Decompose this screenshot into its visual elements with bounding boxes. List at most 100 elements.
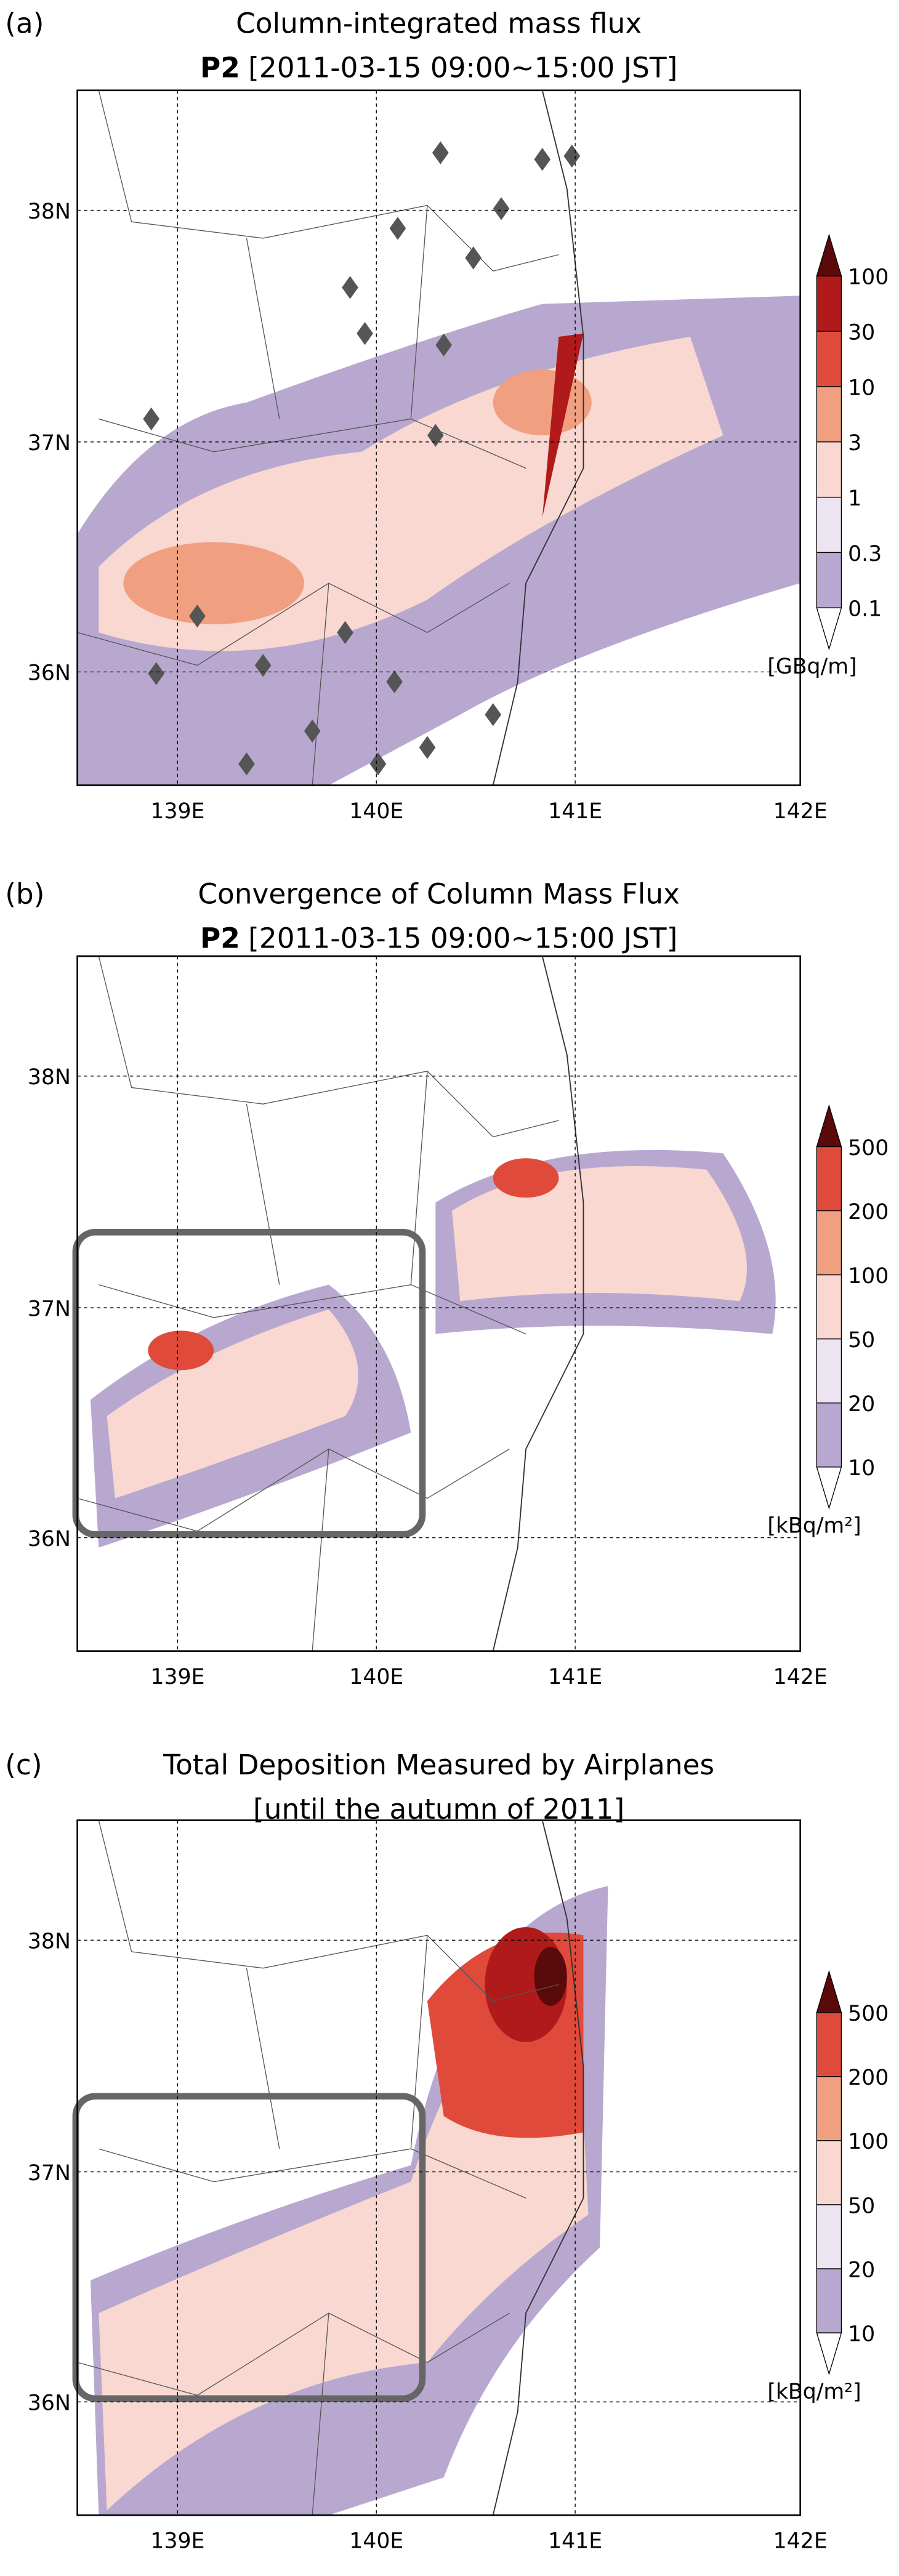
colorbar-box bbox=[816, 441, 842, 498]
map-area bbox=[77, 90, 800, 786]
map-area bbox=[77, 1820, 608, 2516]
x-tick-label: 141E bbox=[548, 2529, 602, 2554]
colorbar-top bbox=[816, 233, 842, 276]
y-tick-label: 38N bbox=[28, 1930, 71, 1954]
y-tick-label: 37N bbox=[28, 1297, 71, 1321]
colorbar-unit: [GBq/m] bbox=[767, 654, 857, 679]
x-tick-label: 142E bbox=[773, 799, 828, 824]
x-tick-label: 140E bbox=[349, 2529, 403, 2554]
shade bbox=[534, 1947, 567, 2006]
colorbar-box bbox=[816, 1210, 842, 1276]
colorbar-unit: [kBq/m²] bbox=[767, 1514, 861, 1539]
border bbox=[77, 90, 559, 786]
station bbox=[419, 736, 436, 759]
colorbar-top bbox=[816, 1970, 842, 2013]
station bbox=[493, 197, 510, 220]
highlight-box bbox=[72, 1228, 426, 1538]
station bbox=[143, 407, 160, 431]
frame bbox=[76, 1819, 802, 2516]
colorbar-box bbox=[816, 2012, 842, 2077]
panel-label: (b) bbox=[5, 878, 44, 911]
y-tick-label: 37N bbox=[28, 431, 71, 456]
shade bbox=[452, 1165, 747, 1302]
colorbar-label: 100 bbox=[848, 265, 889, 290]
colorbar-label: 50 bbox=[848, 2194, 875, 2218]
panel-label: (a) bbox=[5, 7, 44, 39]
colorbar-label: 0.1 bbox=[848, 597, 882, 622]
x-tick-label: 139E bbox=[150, 2529, 204, 2554]
colorbar-label: 200 bbox=[848, 1200, 889, 1225]
colorbar-box bbox=[816, 386, 842, 443]
station bbox=[563, 144, 581, 168]
y-tick-label: 36N bbox=[28, 2391, 71, 2415]
station bbox=[432, 141, 449, 164]
colorbar-unit: [kBq/m²] bbox=[767, 2380, 861, 2404]
shade bbox=[148, 1330, 214, 1371]
x-tick-label: 141E bbox=[548, 1665, 602, 1689]
colorbar-box bbox=[816, 2140, 842, 2205]
colorbar-box bbox=[816, 1146, 842, 1212]
panel-title: Column-integrated mass flux bbox=[236, 7, 642, 39]
x-tick-label: 140E bbox=[349, 1665, 403, 1689]
colorbar-label: 3 bbox=[848, 431, 861, 456]
shade bbox=[123, 542, 304, 624]
station bbox=[389, 217, 406, 240]
panel-subtitle: P2 [2011-03-15 09:00~15:00 JST] bbox=[200, 922, 677, 955]
y-tick-label: 38N bbox=[28, 1065, 71, 1090]
station bbox=[342, 276, 358, 299]
colorbar-box bbox=[816, 331, 842, 387]
colorbar-label: 10 bbox=[848, 2322, 875, 2346]
colorbar-label: 10 bbox=[848, 1456, 875, 1481]
colorbar-label: 20 bbox=[848, 2258, 875, 2282]
colorbar-box bbox=[816, 552, 842, 608]
station bbox=[238, 752, 255, 776]
x-tick-label: 139E bbox=[150, 799, 204, 824]
subtitle-text: [2011-03-15 09:00~15:00 JST] bbox=[248, 51, 677, 84]
colorbar-top bbox=[816, 1104, 842, 1148]
map-area bbox=[77, 956, 776, 1651]
colorbar-bottom bbox=[816, 2332, 842, 2376]
shade bbox=[493, 1158, 559, 1198]
x-tick-label: 142E bbox=[773, 1665, 828, 1689]
subtitle-bold: P2 bbox=[200, 51, 240, 84]
y-tick-label: 37N bbox=[28, 2161, 71, 2186]
x-tick-label: 141E bbox=[548, 799, 602, 824]
highlight-box bbox=[72, 2093, 426, 2402]
colorbar-label: 10 bbox=[848, 376, 875, 400]
y-tick-label: 36N bbox=[28, 1527, 71, 1552]
coastline bbox=[492, 1820, 584, 2516]
x-tick-label: 142E bbox=[773, 2529, 828, 2554]
panel-label: (c) bbox=[5, 1749, 42, 1781]
coastline bbox=[492, 956, 584, 1651]
panel-title: Total Deposition Measured by Airplanes bbox=[163, 1749, 714, 1781]
colorbar-label: 1 bbox=[848, 486, 861, 511]
colorbar-box bbox=[816, 1338, 842, 1404]
colorbar-label: 30 bbox=[848, 320, 875, 345]
station bbox=[485, 703, 502, 727]
y-tick-label: 36N bbox=[28, 661, 71, 686]
colorbar-label: 200 bbox=[848, 2066, 889, 2090]
station bbox=[148, 662, 165, 685]
shade bbox=[107, 1309, 358, 1499]
station bbox=[427, 424, 444, 447]
colorbar-box bbox=[816, 2204, 842, 2269]
colorbar-label: 20 bbox=[848, 1392, 875, 1417]
colorbar-bottom bbox=[816, 1467, 842, 1510]
coastline bbox=[492, 90, 584, 786]
colorbar-label: 500 bbox=[848, 1136, 889, 1161]
x-tick-label: 140E bbox=[349, 799, 403, 824]
border bbox=[77, 956, 559, 1651]
colorbar-bottom bbox=[816, 607, 842, 651]
station bbox=[357, 322, 373, 345]
colorbar-label: 50 bbox=[848, 1328, 875, 1353]
frame bbox=[76, 89, 802, 786]
colorbar-label: 100 bbox=[848, 1264, 889, 1289]
panel-title: Convergence of Column Mass Flux bbox=[198, 878, 680, 911]
colorbar-box bbox=[816, 275, 842, 332]
panel-subtitle: P2 [2011-03-15 09:00~15:00 JST] bbox=[200, 51, 677, 84]
shade bbox=[493, 369, 592, 436]
frame bbox=[76, 955, 802, 1652]
colorbar-box bbox=[816, 2268, 842, 2333]
y-tick-label: 38N bbox=[28, 199, 71, 224]
